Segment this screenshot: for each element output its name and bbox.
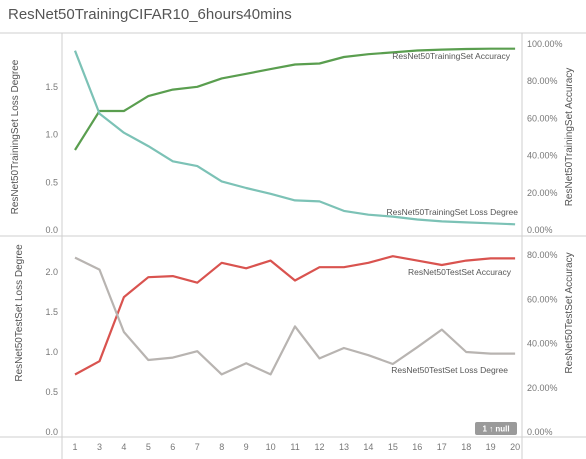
- y-axis-label-right-0: ResNet50TrainingSet Accuracy: [564, 68, 575, 207]
- null-badge[interactable]: 1 ↑ null: [475, 422, 517, 435]
- y-tick-left-0-0: 0.0: [45, 225, 58, 235]
- y-tick-right-0-4: 80.00%: [527, 76, 558, 86]
- x-tick-6: 8: [219, 442, 224, 452]
- x-tick-18: 20: [510, 442, 520, 452]
- x-tick-7: 9: [244, 442, 249, 452]
- x-tick-15: 17: [437, 442, 447, 452]
- x-tick-1: 3: [97, 442, 102, 452]
- y-tick-right-0-5: 100.00%: [527, 39, 563, 49]
- y-tick-right-1-1: 20.00%: [527, 383, 558, 393]
- y-tick-right-1-2: 40.00%: [527, 339, 558, 349]
- series-line-0-1: [73, 50, 516, 226]
- series-line-1-0: [74, 255, 516, 376]
- y-tick-left-1-0: 0.0: [45, 427, 58, 437]
- y-tick-left-1-1: 0.5: [45, 387, 58, 397]
- x-tick-3: 5: [146, 442, 151, 452]
- x-tick-10: 12: [314, 442, 324, 452]
- null-badge-text: 1 ↑ null: [482, 425, 509, 434]
- x-tick-2: 4: [121, 442, 126, 452]
- y-tick-right-1-0: 0.00%: [527, 427, 553, 437]
- x-tick-4: 6: [170, 442, 175, 452]
- series-label-0-1: ResNet50TrainingSet Loss Degree: [386, 207, 518, 217]
- y-axis-label-left-1: ResNet50TestSet Loss Degree: [14, 244, 25, 382]
- x-tick-12: 14: [363, 442, 373, 452]
- page-title: ResNet50TrainingCIFAR10_6hours40mins: [8, 6, 292, 23]
- x-tick-17: 19: [486, 442, 496, 452]
- y-axis-label-right-1: ResNet50TestSet Accuracy: [564, 252, 575, 373]
- x-tick-9: 11: [290, 442, 299, 452]
- series-line-1-1: [74, 256, 516, 376]
- y-tick-left-1-3: 1.5: [45, 307, 58, 317]
- y-tick-right-1-4: 80.00%: [527, 250, 558, 260]
- y-tick-left-1-2: 1.0: [45, 347, 58, 357]
- y-tick-right-0-0: 0.00%: [527, 225, 553, 235]
- x-tick-13: 15: [388, 442, 398, 452]
- y-tick-right-0-1: 20.00%: [527, 188, 558, 198]
- x-tick-5: 7: [195, 442, 200, 452]
- x-tick-11: 13: [339, 442, 349, 452]
- x-tick-0: 1: [72, 442, 77, 452]
- series-label-1-1: ResNet50TestSet Loss Degree: [391, 365, 508, 375]
- y-tick-left-0-3: 1.5: [45, 82, 58, 92]
- y-axis-label-left-0: ResNet50TrainingSet Loss Degree: [10, 59, 21, 214]
- y-tick-left-0-2: 1.0: [45, 130, 58, 140]
- y-tick-right-1-3: 60.00%: [527, 294, 558, 304]
- x-tick-14: 16: [412, 442, 422, 452]
- y-tick-left-0-1: 0.5: [45, 177, 58, 187]
- y-tick-right-0-2: 40.00%: [527, 151, 558, 161]
- series-label-1-0: ResNet50TestSet Accuracy: [408, 267, 512, 277]
- x-tick-16: 18: [461, 442, 471, 452]
- x-tick-8: 10: [266, 442, 276, 452]
- y-tick-right-0-3: 60.00%: [527, 113, 558, 123]
- series-label-0-0: ResNet50TrainingSet Accuracy: [392, 51, 511, 61]
- series-line-0-0: [74, 47, 516, 151]
- y-tick-left-1-4: 2.0: [45, 267, 58, 277]
